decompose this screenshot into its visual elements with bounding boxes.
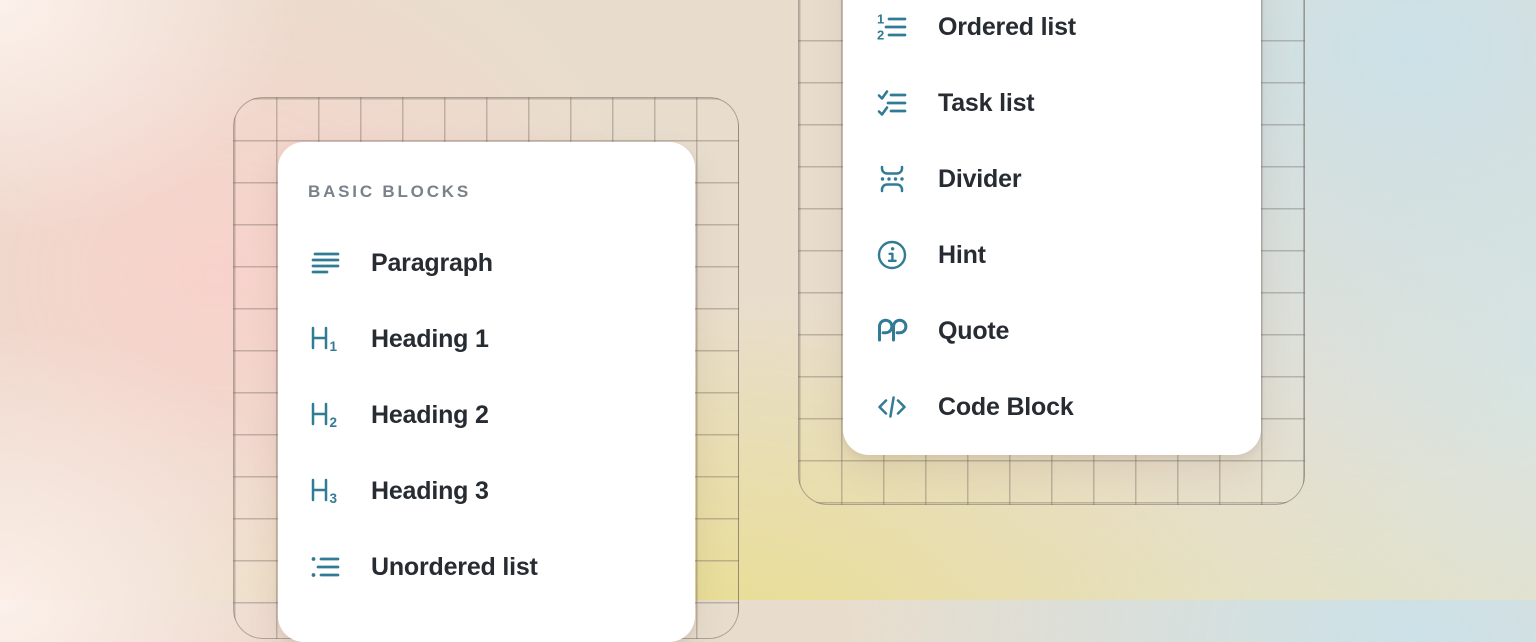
menu-item-paragraph[interactable]: Paragraph [308,225,695,301]
heading-3-icon: 3 [308,474,342,508]
menu-item-label: Divider [938,164,1022,193]
heading-2-icon: 2 [308,398,342,432]
menu-item-unordered-list[interactable]: Unordered list [308,529,695,605]
unordered-list-icon [308,550,342,584]
quote-icon [875,314,909,348]
menu-item-label: Ordered list [938,12,1076,41]
menu-item-code-block[interactable]: Code Block [875,369,1261,445]
insert-blocks-menu-list: 1 2 Ordered list Task list Divider Hint … [875,0,1261,445]
menu-item-quote[interactable]: Quote [875,293,1261,369]
heading-1-icon: 1 [308,322,342,356]
ordered-list-icon: 1 2 [875,10,909,44]
menu-item-label: Quote [938,316,1010,345]
svg-text:3: 3 [330,491,338,506]
svg-text:2: 2 [330,415,338,430]
code-block-icon [875,390,909,424]
menu-item-divider[interactable]: Divider [875,141,1261,217]
task-list-icon [875,86,909,120]
menu-item-hint[interactable]: Hint [875,217,1261,293]
divider-icon [875,162,909,196]
menu-item-label: Paragraph [371,248,493,277]
menu-item-label: Heading 3 [371,476,489,505]
svg-text:2: 2 [877,28,884,43]
menu-item-task-list[interactable]: Task list [875,65,1261,141]
paragraph-icon [308,246,342,280]
menu-item-heading-1[interactable]: 1 Heading 1 [308,301,695,377]
menu-item-label: Unordered list [371,552,538,581]
menu-item-label: Code Block [938,392,1074,421]
svg-text:1: 1 [877,12,884,27]
section-label-basic-blocks: BASIC BLOCKS [308,182,471,201]
insert-blocks-menu-card: 1 2 Ordered list Task list Divider Hint … [843,0,1261,455]
basic-blocks-menu-list: Paragraph 1 Heading 1 2 Heading 2 3 Head… [308,225,695,605]
hint-icon [875,238,909,272]
svg-text:1: 1 [330,339,338,354]
menu-item-heading-2[interactable]: 2 Heading 2 [308,377,695,453]
basic-blocks-menu-card: BASIC BLOCKS Paragraph 1 Heading 1 2 Hea… [278,142,695,642]
menu-item-heading-3[interactable]: 3 Heading 3 [308,453,695,529]
menu-item-label: Heading 1 [371,324,489,353]
menu-item-label: Task list [938,88,1035,117]
menu-item-label: Hint [938,240,986,269]
menu-item-label: Heading 2 [371,400,489,429]
menu-item-ordered-list[interactable]: 1 2 Ordered list [875,0,1261,65]
